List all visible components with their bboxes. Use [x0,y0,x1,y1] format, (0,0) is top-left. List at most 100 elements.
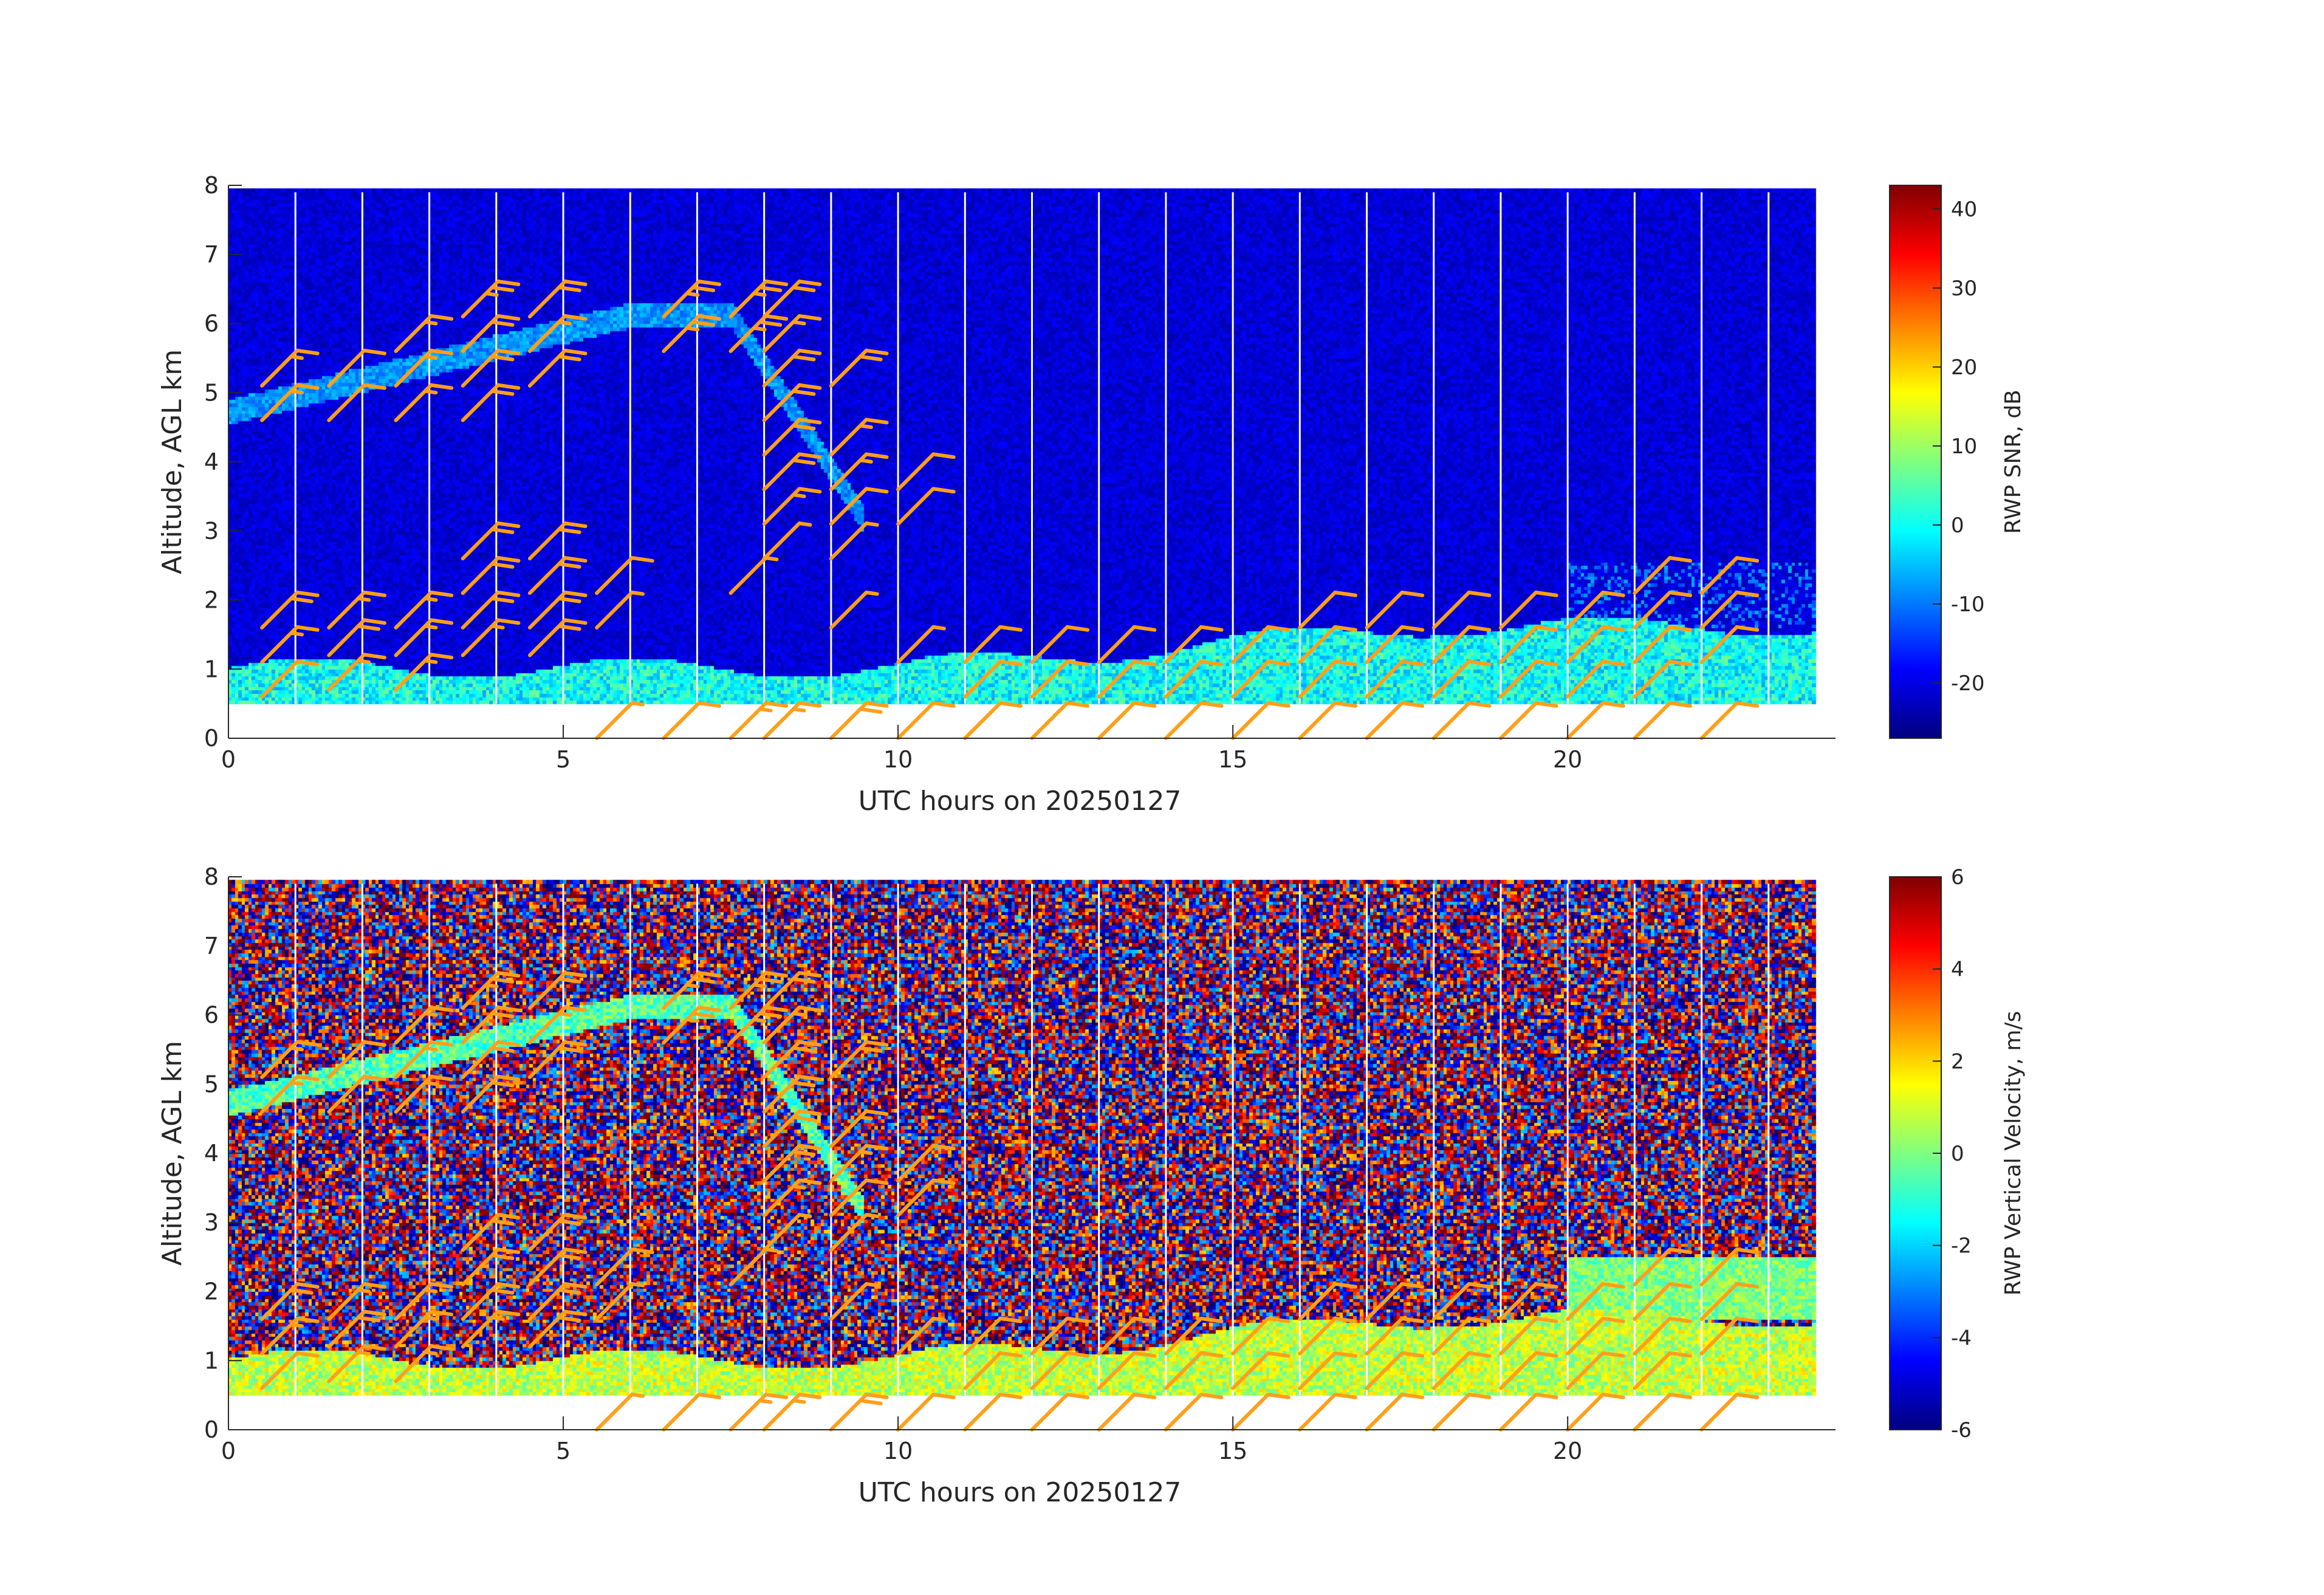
wind-barb [1298,1316,1357,1356]
barb-staff [1164,1351,1203,1390]
wind-barb [1365,659,1425,699]
y-tick-label: 0 [204,725,219,752]
barb-staff [1498,591,1538,629]
barb-staff [1566,1316,1605,1356]
barb-staff [1699,625,1739,664]
wind-barb [829,521,879,561]
barb-staff [728,1247,768,1287]
barb-feather [858,1046,883,1053]
x-axis-label: UTC hours on 20250127 [859,786,1182,817]
wind-barb [1298,1393,1357,1432]
barb-staff [1699,701,1739,740]
wind-barb [260,348,320,388]
wind-barb [762,1074,822,1114]
wind-barb [394,348,454,388]
y-tick-label: 7 [204,241,219,268]
wind-barb [260,591,320,629]
barb-feather [752,1017,767,1023]
barb-staff [896,1393,936,1432]
barb-feather [1266,1351,1291,1358]
barb-feather [998,701,1023,708]
barb-feather [1333,659,1357,667]
barb-staff [1498,1316,1538,1356]
barb-feather [1333,1351,1357,1358]
barb-staff [963,1316,1003,1356]
barb-feather [797,1074,822,1082]
wind-barb [1030,701,1090,740]
wind-barb [461,348,521,388]
barb-staff [1633,1351,1672,1390]
barb-feather [423,1315,438,1321]
wind-barb [595,701,645,740]
barb-staff [1365,1351,1404,1390]
barb-feather [429,1344,454,1351]
barb-feather [931,625,946,631]
barb-feather [758,286,783,292]
wind-barb [762,1109,822,1148]
barb-feather [1266,1316,1291,1323]
y-tick-label: 4 [204,1140,219,1167]
barb-feather [1668,591,1693,597]
wind-barb [260,1351,320,1390]
barb-staff [1231,701,1270,740]
wind-barb [595,1282,645,1321]
barb-staff [1097,625,1136,664]
barb-staff [1298,625,1337,664]
wind-barb [1566,1393,1625,1432]
barb-feather [557,977,581,984]
barb-staff [1699,1316,1739,1356]
barb-feather [1266,701,1291,708]
barb-feather [1333,625,1357,632]
y-axis-label: Altitude, AGL km [157,349,188,574]
barb-staff [595,701,634,740]
barb-feather [423,596,438,602]
wind-barb [527,556,588,595]
barb-staff [762,521,801,561]
barb-staff [1298,1393,1337,1432]
barb-feather [858,1150,873,1155]
barb-feather [1400,659,1425,667]
barb-feather [797,1178,822,1185]
wind-barb [1097,659,1157,699]
barb-feather [685,291,700,297]
wind-barb [1699,1247,1760,1287]
wind-barb [1498,701,1558,740]
colorbar-tick-label: -2 [1951,1234,1972,1258]
barb-staff [1498,625,1538,664]
barb-feather [1132,1316,1157,1323]
barb-feather [1266,625,1291,632]
x-tick-label: 15 [1218,1438,1247,1464]
barb-feather [490,389,515,396]
wind-barb [327,618,386,657]
y-tick-label: 6 [204,1002,219,1029]
barb-feather [295,591,320,597]
wind-barb [1566,625,1625,664]
barb-feather [764,280,789,286]
barb-feather [1065,1316,1090,1323]
barb-feather [289,1080,304,1086]
barb-feather [289,631,304,637]
y-tick-label: 3 [204,1209,219,1236]
barb-staff [1231,659,1270,699]
barb-feather [1534,1282,1558,1289]
wind-barb [1097,625,1157,664]
barb-feather [490,1288,515,1295]
barb-feather [557,286,581,292]
barb-staff [896,1316,936,1356]
barb-feather [758,977,783,984]
barb-feather [1333,701,1357,708]
barb-staff [829,591,868,629]
barb-feather [490,354,515,362]
barb-feather [289,1322,304,1328]
wind-barb [762,1393,822,1432]
wind-barb [1633,591,1693,629]
barb-feather [356,1350,371,1356]
barb-feather [1467,625,1492,632]
wind-barb [728,1393,789,1432]
barb-staff [1231,1393,1270,1432]
wind-barb [762,1006,822,1044]
barb-feather [362,591,386,597]
barb-feather [764,701,789,708]
wind-barb [1298,591,1357,629]
